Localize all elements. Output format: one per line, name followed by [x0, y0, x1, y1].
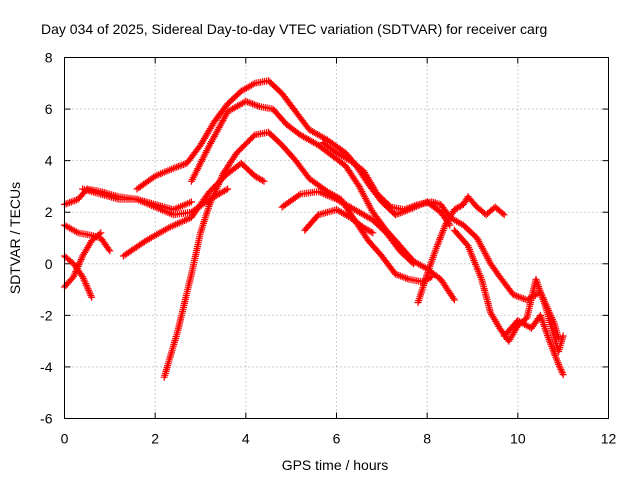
series-track-9 [187, 97, 458, 304]
series-track-11 [301, 206, 377, 237]
x-tick-label: 4 [242, 431, 250, 447]
x-axis-ticks: 0 2 4 6 8 10 12 [61, 57, 617, 447]
y-tick-label: -2 [40, 307, 53, 323]
data-points [450, 226, 567, 355]
data-points [187, 97, 458, 304]
x-tick-label: 8 [423, 431, 431, 447]
y-tick-label: 2 [45, 204, 53, 220]
y-tick-label: 8 [45, 50, 53, 66]
chart-title: Day 034 of 2025, Sidereal Day-to-day VTE… [41, 21, 547, 37]
x-tick-label: 2 [151, 431, 159, 447]
series-track-10 [278, 188, 418, 268]
series-track-15 [500, 311, 567, 379]
x-tick-label: 0 [61, 431, 69, 447]
y-tick-label: -6 [40, 411, 53, 427]
x-tick-label: 6 [333, 431, 341, 447]
plot-frame [64, 57, 609, 419]
series-track-14 [450, 226, 567, 355]
data-points [278, 188, 418, 268]
data-series [61, 77, 567, 381]
y-tick-label: 0 [45, 256, 53, 272]
y-tick-label: 4 [45, 153, 53, 169]
y-axis-label: SDTVAR / TECUs [7, 182, 23, 294]
x-tick-label: 12 [601, 431, 617, 447]
y-tick-label: 6 [45, 101, 53, 117]
data-points [500, 311, 567, 379]
series-track-13 [414, 193, 508, 306]
y-axis-ticks: -6 -4 -2 0 2 4 6 8 [40, 50, 609, 427]
x-tick-label: 10 [510, 431, 526, 447]
y-tick-label: -4 [40, 359, 53, 375]
data-points [301, 206, 377, 237]
x-axis-label: GPS time / hours [282, 457, 389, 473]
data-points [414, 193, 508, 306]
